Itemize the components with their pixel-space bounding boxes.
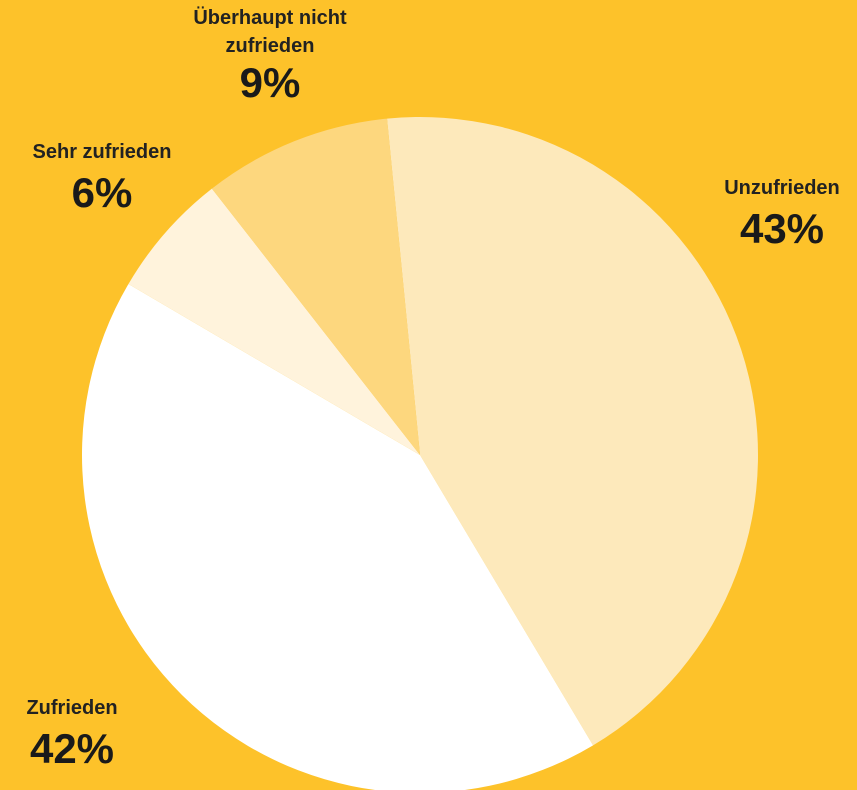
slice-label: Zufrieden 42% xyxy=(2,690,142,772)
value-label: 6% xyxy=(71,169,133,216)
category-label: Unzufrieden xyxy=(724,177,840,199)
pie-slice xyxy=(387,116,759,746)
slice-label: Unzufrieden 43% xyxy=(702,170,857,252)
pie-slice xyxy=(82,283,594,790)
category-label: Sehr zufrieden xyxy=(32,141,172,163)
value-label: 42% xyxy=(29,725,115,772)
pie-slice xyxy=(211,118,420,456)
category-label: Überhaupt nicht zufrieden xyxy=(193,7,347,57)
value-label: 9% xyxy=(239,59,301,106)
slice-label: Sehr zufrieden 6% xyxy=(2,134,202,216)
category-label: Zufrieden xyxy=(26,697,118,719)
slice-label: Überhaupt nicht zufrieden 9% xyxy=(180,4,360,106)
pie-slice xyxy=(128,188,420,456)
value-label: 43% xyxy=(739,205,825,252)
